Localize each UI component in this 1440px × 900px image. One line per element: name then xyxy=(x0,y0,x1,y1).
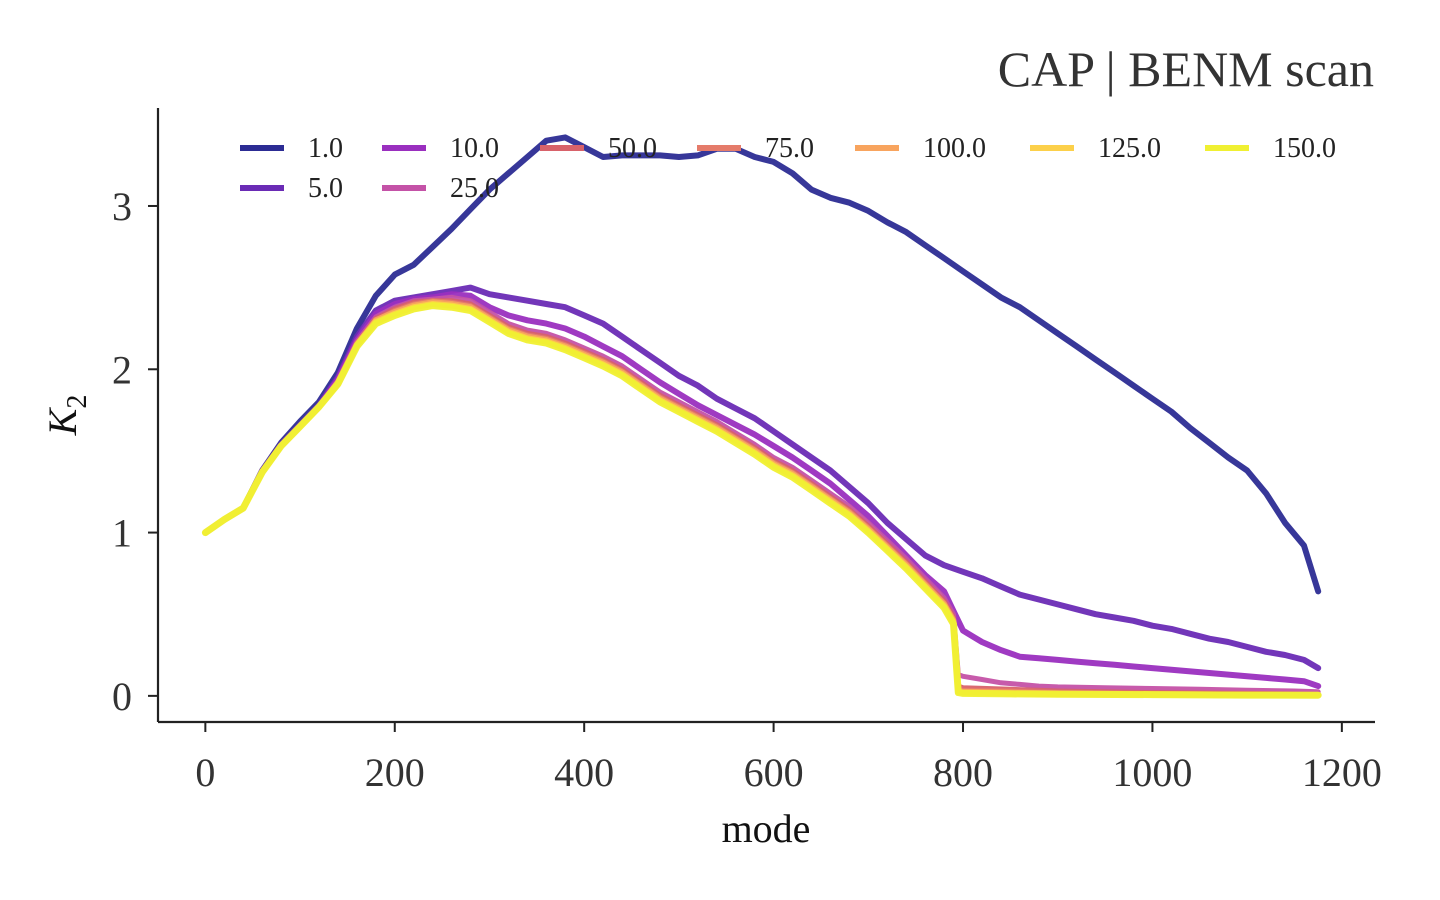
x-tick-label: 600 xyxy=(744,750,804,795)
series-line-1-0 xyxy=(202,134,1322,595)
series-layer xyxy=(201,134,1322,699)
series-line-125-0 xyxy=(202,301,1322,699)
legend-label-100-0: 100.0 xyxy=(923,133,986,164)
legend-label-1-0: 1.0 xyxy=(308,133,343,164)
series-line-25-0 xyxy=(202,294,1321,695)
x-axis-label: mode xyxy=(722,806,811,851)
legend-label-5-0: 5.0 xyxy=(308,173,343,204)
y-ticks: 0 1 2 3 xyxy=(112,184,158,719)
x-tick-label: 1200 xyxy=(1302,750,1382,795)
x-ticks: 0 200 400 600 800 1000 1200 xyxy=(195,722,1382,795)
series-line-75-0 xyxy=(202,298,1321,698)
y-axis-label-subscript: 2 xyxy=(62,395,93,409)
legend-label-75-0: 75.0 xyxy=(765,133,814,164)
legend-label-50-0: 50.0 xyxy=(608,133,657,164)
chart-title: CAP | BENM scan xyxy=(998,41,1374,97)
legend-label-25-0: 25.0 xyxy=(450,173,499,204)
y-axis-label-group: K2 xyxy=(40,395,93,437)
y-tick-label: 2 xyxy=(112,347,132,392)
x-tick-label: 800 xyxy=(933,750,993,795)
series-line-5-0 xyxy=(202,284,1322,672)
x-tick-label: 1000 xyxy=(1112,750,1192,795)
y-axis-label-main: K xyxy=(40,406,85,436)
y-tick-label: 3 xyxy=(112,184,132,229)
y-axis-label: K2 xyxy=(40,395,93,437)
legend-label-10-0: 10.0 xyxy=(450,133,499,164)
series-line-150-0 xyxy=(201,302,1322,699)
x-tick-label: 0 xyxy=(195,750,215,795)
x-tick-label: 400 xyxy=(554,750,614,795)
y-tick-label: 1 xyxy=(112,511,132,556)
legend: 1.0 5.0 10.0 25.0 50.0 75.0 100.0 125.0 150.0 xyxy=(240,133,1336,204)
legend-label-150-0: 150.0 xyxy=(1273,133,1336,164)
series-line-100-0 xyxy=(202,299,1322,698)
legend-label-125-0: 125.0 xyxy=(1098,133,1161,164)
series-line-50-0 xyxy=(202,298,1321,697)
series-line-10-0 xyxy=(202,291,1322,690)
x-tick-label: 200 xyxy=(365,750,425,795)
y-tick-label: 0 xyxy=(112,674,132,719)
